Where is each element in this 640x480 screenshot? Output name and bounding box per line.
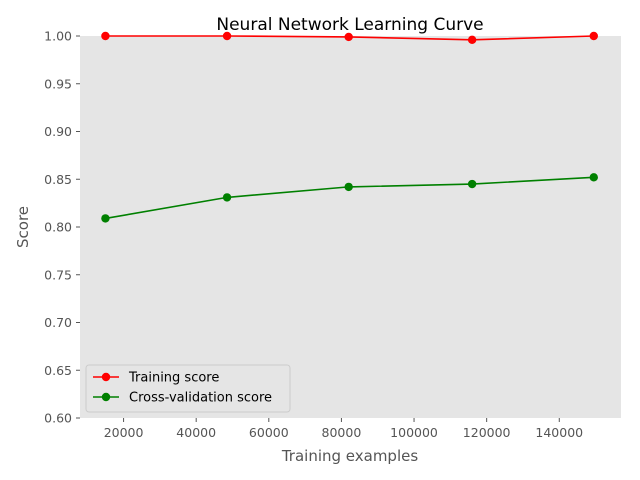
- y-tick-label: 1.00: [44, 29, 72, 44]
- series-layer: [101, 31, 598, 223]
- x-axis: 20000 40000 60000 80000 100000 120000 140000: [104, 418, 583, 440]
- y-tick-label: 0.60: [44, 411, 72, 426]
- legend: Training score Cross-validation score: [85, 364, 291, 413]
- y-tick-label: 0.65: [44, 363, 72, 378]
- legend-label: Cross-validation score: [129, 391, 272, 406]
- data-point: [344, 32, 353, 42]
- data-point: [589, 173, 598, 182]
- chart-title: Neural Network Learning Curve: [216, 15, 483, 35]
- y-tick-label: 0.90: [44, 124, 72, 139]
- legend-box: [85, 364, 291, 413]
- y-axis-label: Score: [14, 206, 32, 248]
- data-point: [101, 31, 110, 41]
- x-tick-label: 40000: [176, 425, 216, 440]
- x-tick-label: 20000: [104, 425, 144, 440]
- x-axis-label: Training examples: [281, 447, 419, 465]
- x-tick-label: 100000: [390, 425, 438, 440]
- y-tick-label: 0.70: [44, 315, 72, 330]
- y-axis: 0.60 0.65 0.70 0.75 0.80 0.85 0.90 0.95 1.00: [44, 29, 80, 426]
- data-point: [467, 179, 477, 189]
- data-point: [222, 31, 232, 41]
- legend-marker: [101, 372, 111, 382]
- data-point: [467, 35, 477, 45]
- y-tick-label: 0.75: [44, 267, 72, 282]
- y-tick-label: 0.80: [44, 220, 72, 235]
- data-point: [101, 214, 110, 223]
- legend-label: Training score: [128, 371, 219, 386]
- x-tick-label: 120000: [463, 425, 511, 440]
- data-point: [589, 31, 598, 41]
- plot-area: [80, 36, 621, 418]
- data-point: [344, 182, 353, 192]
- legend-marker: [101, 392, 111, 402]
- y-tick-label: 0.95: [44, 76, 72, 91]
- x-tick-label: 140000: [535, 425, 583, 440]
- x-tick-label: 60000: [249, 425, 289, 440]
- data-point: [222, 193, 232, 202]
- y-tick-label: 0.85: [44, 172, 72, 187]
- x-tick-label: 80000: [322, 425, 362, 440]
